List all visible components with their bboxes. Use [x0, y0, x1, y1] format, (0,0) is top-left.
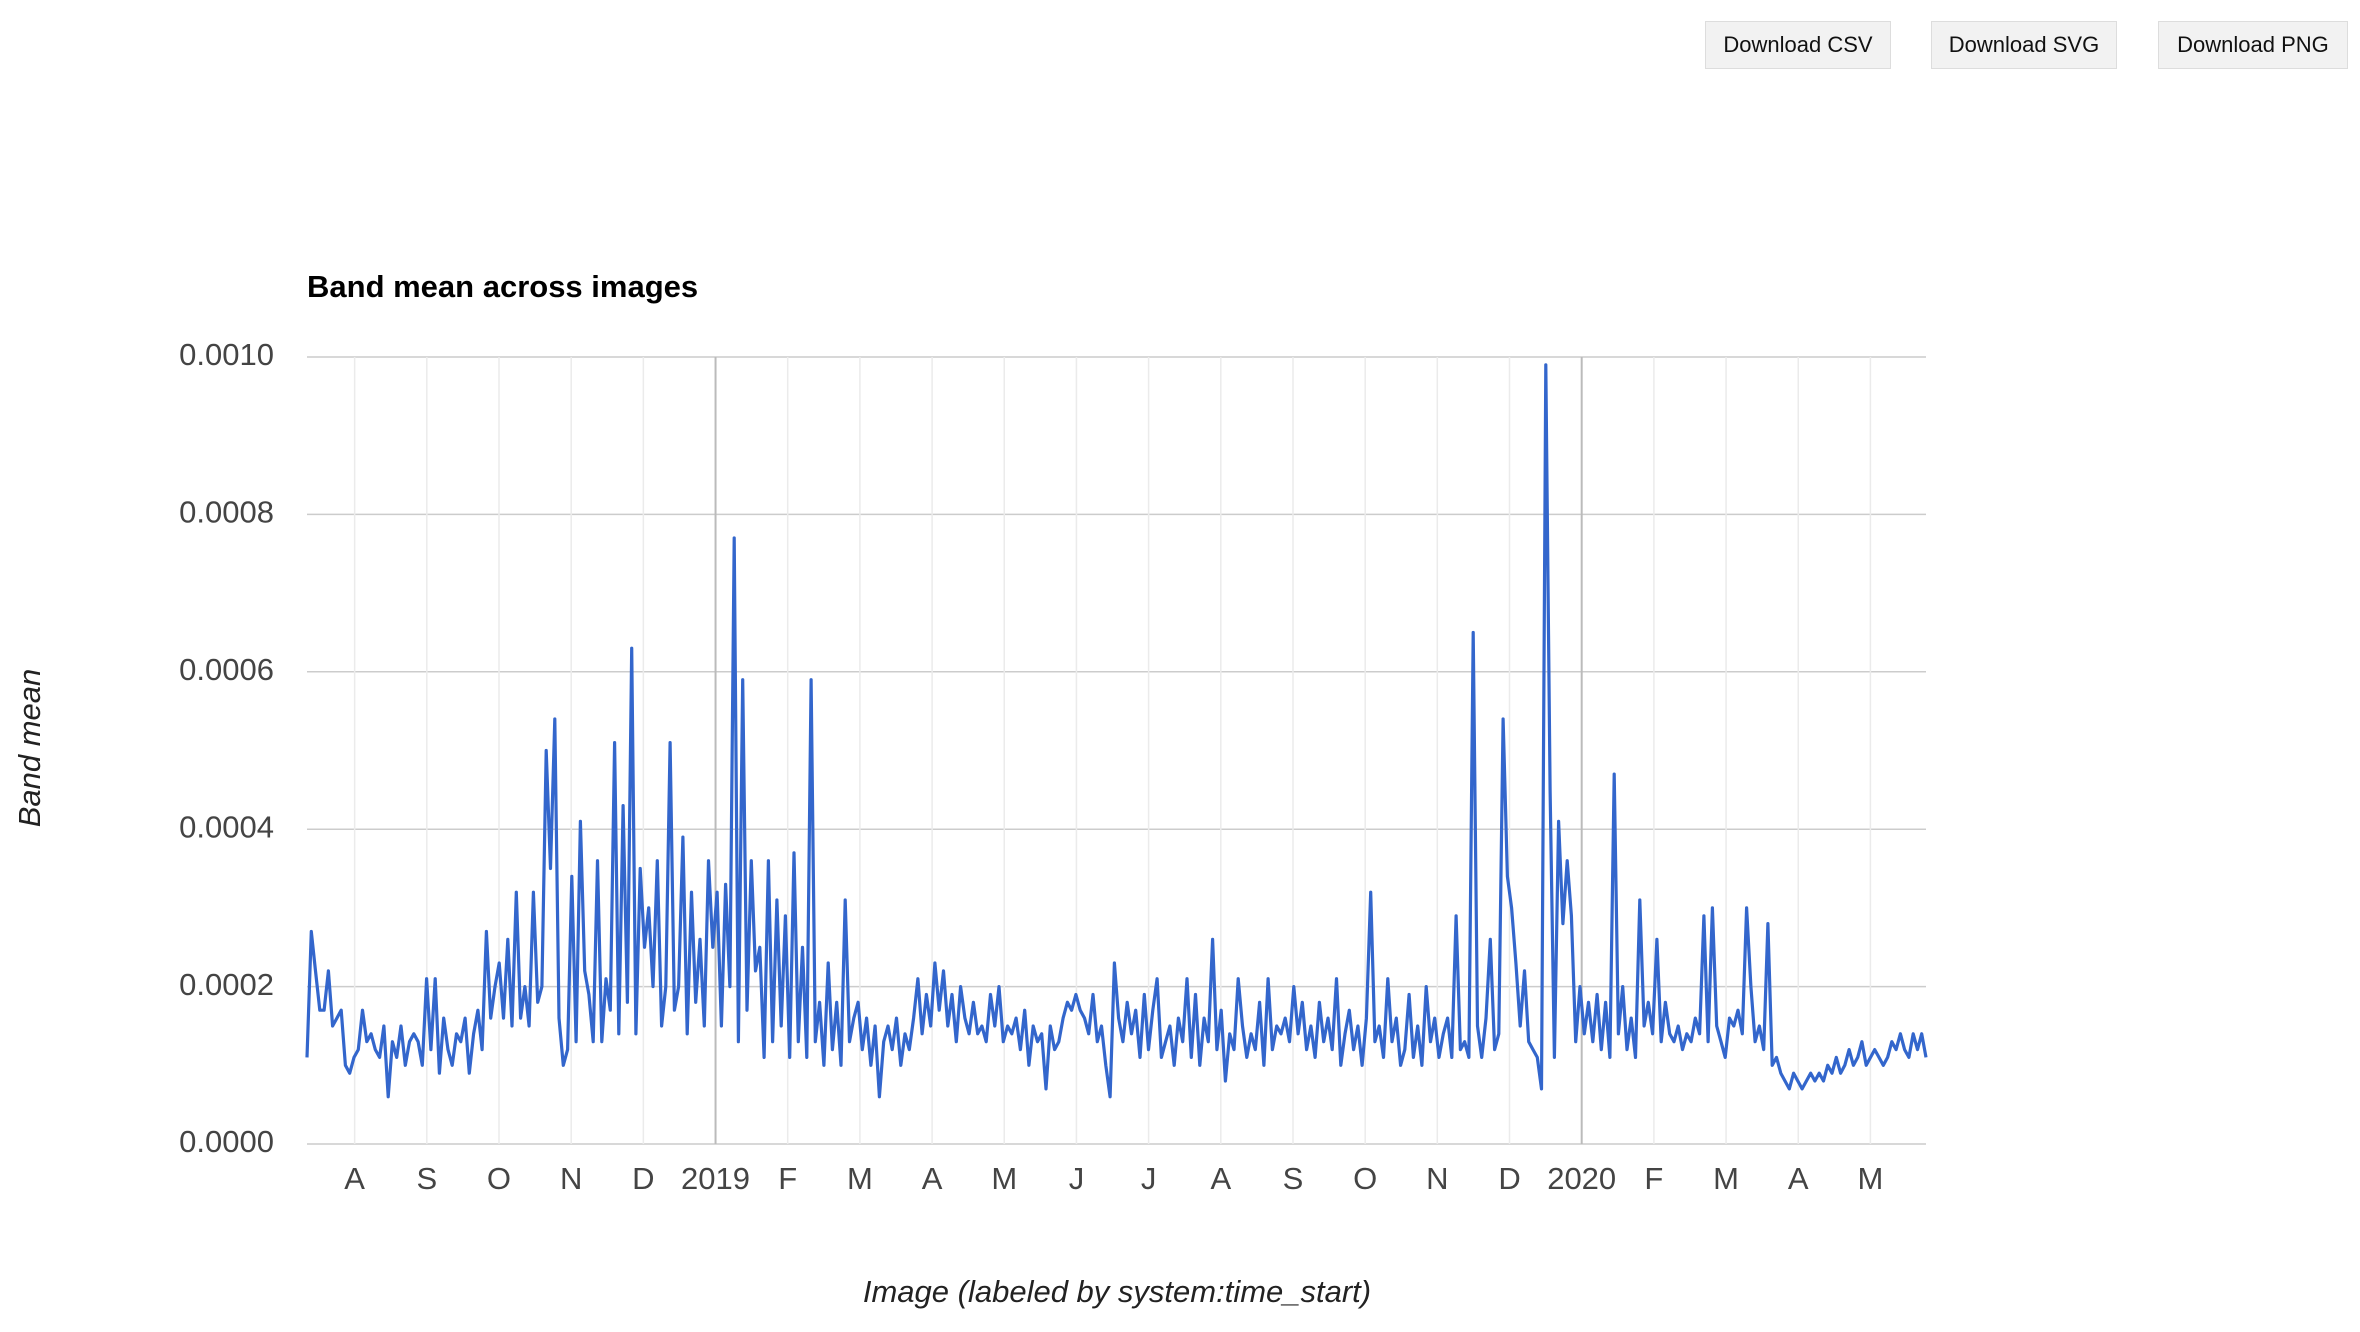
x-tick-label: M [847, 1161, 873, 1196]
x-tick-label: J [1069, 1161, 1085, 1196]
x-tick-label: J [1141, 1161, 1157, 1196]
x-tick-label: D [1498, 1161, 1520, 1196]
x-axis-title: Image (labeled by system:time_start) [863, 1274, 1371, 1309]
y-tick-label: 0.0002 [179, 967, 274, 1002]
x-tick-label: A [922, 1161, 943, 1196]
x-tick-label: A [344, 1161, 365, 1196]
x-tick-label: A [1788, 1161, 1809, 1196]
x-tick-label: D [632, 1161, 654, 1196]
x-tick-label: N [560, 1161, 582, 1196]
data-line [305, 363, 1928, 1099]
download-csv-button[interactable]: Download CSV [1705, 21, 1891, 69]
x-tick-label: F [1644, 1161, 1663, 1196]
x-tick-label: 2019 [681, 1161, 750, 1196]
y-tick-label: 0.0010 [179, 337, 274, 372]
x-tick-label: 2020 [1547, 1161, 1616, 1196]
x-tick-label: M [991, 1161, 1017, 1196]
y-tick-label: 0.0000 [179, 1124, 274, 1159]
y-tick-label: 0.0008 [179, 495, 274, 530]
y-tick-label: 0.0006 [179, 652, 274, 687]
x-tick-label: A [1210, 1161, 1231, 1196]
x-tick-label: M [1713, 1161, 1739, 1196]
download-png-button[interactable]: Download PNG [2158, 21, 2348, 69]
download-svg-button[interactable]: Download SVG [1931, 21, 2117, 69]
x-tick-label: M [1858, 1161, 1884, 1196]
x-tick-label: O [487, 1161, 511, 1196]
x-tick-label: O [1353, 1161, 1377, 1196]
y-axis-title: Band mean [12, 669, 47, 828]
x-tick-label: S [416, 1161, 437, 1196]
x-tick-label: F [778, 1161, 797, 1196]
chart-title: Band mean across images [307, 269, 698, 304]
x-tick-label: N [1426, 1161, 1448, 1196]
x-tick-label: S [1283, 1161, 1304, 1196]
y-tick-label: 0.0004 [179, 809, 274, 844]
